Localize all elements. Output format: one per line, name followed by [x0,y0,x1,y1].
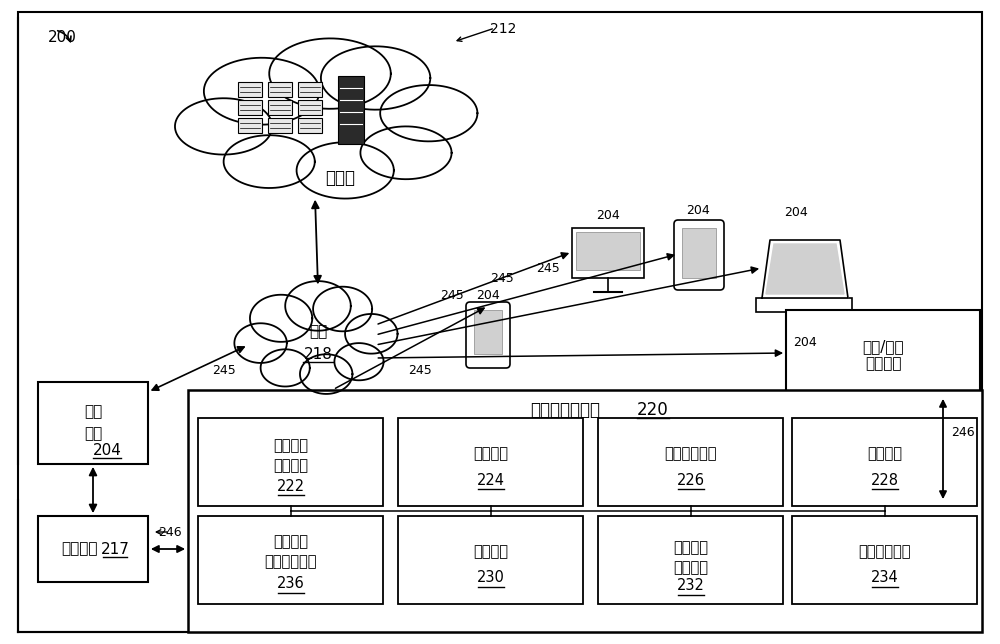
Text: 218: 218 [304,346,332,361]
FancyBboxPatch shape [674,220,724,290]
Text: 查询组件: 查询组件 [473,446,508,462]
Text: 204: 204 [784,205,808,218]
Text: 224: 224 [477,473,505,488]
Text: 230: 230 [477,571,504,585]
Bar [198,418,383,506]
Bar [786,310,980,396]
Polygon shape [285,281,351,331]
Bar [598,516,783,604]
Text: 治疗装置: 治疗装置 [673,540,708,556]
Bar [238,82,262,97]
Text: 应用程序: 应用程序 [61,542,97,556]
Bar [398,418,583,506]
Bar [792,418,977,506]
Polygon shape [269,39,391,109]
Text: 234: 234 [871,571,898,585]
Polygon shape [334,343,384,381]
Text: 220: 220 [637,401,669,419]
Text: 动脉瘤治疗模块: 动脉瘤治疗模块 [530,401,600,419]
Bar [268,118,292,133]
Bar [238,118,262,133]
Text: 204: 204 [686,204,710,216]
Text: 图像/测量
采集设备: 图像/测量 采集设备 [862,339,904,371]
Text: （以及分割）: （以及分割） [264,554,317,569]
Text: 245: 245 [536,261,560,274]
Polygon shape [204,58,319,125]
Polygon shape [321,46,430,109]
Bar [682,228,716,278]
Bar [474,310,502,354]
Bar [338,76,364,144]
Bar [268,82,292,97]
Text: 212: 212 [490,22,516,36]
Bar [756,298,852,312]
Text: 232: 232 [677,578,704,594]
Bar [268,100,292,115]
Bar [198,516,383,604]
Text: 神经网络组件: 神经网络组件 [664,446,717,462]
Bar [238,100,262,115]
Polygon shape [246,82,414,162]
Text: 网络: 网络 [309,325,327,339]
Polygon shape [313,287,372,331]
Polygon shape [224,135,315,188]
Text: 识别组件: 识别组件 [673,560,708,576]
Bar [38,516,148,582]
Polygon shape [234,323,287,363]
Bar [792,516,977,604]
Text: 接口组件: 接口组件 [273,459,308,473]
Text: 236: 236 [277,576,304,591]
Polygon shape [273,312,363,368]
Polygon shape [297,142,394,198]
Text: 204: 204 [596,209,620,222]
Text: 246: 246 [158,526,182,538]
Bar [38,382,148,464]
FancyBboxPatch shape [466,302,510,368]
Text: 分割组件: 分割组件 [473,544,508,560]
Text: 结果预测组件: 结果预测组件 [858,544,911,560]
Bar [398,516,583,604]
Bar [188,390,982,632]
Text: 217: 217 [101,542,129,556]
Text: 设备: 设备 [84,426,102,442]
Text: 训练组件: 训练组件 [867,446,902,462]
Polygon shape [345,314,398,354]
Polygon shape [766,244,844,294]
Text: 228: 228 [870,473,898,488]
Text: 识别组件: 识别组件 [273,535,308,549]
Text: 245: 245 [490,272,514,285]
Text: 200: 200 [48,30,77,45]
Text: 245: 245 [212,363,236,377]
Bar [598,418,783,506]
Text: 245: 245 [408,363,432,377]
Text: 服务器: 服务器 [325,169,355,187]
Polygon shape [300,354,352,394]
Polygon shape [250,295,312,342]
Bar [298,82,322,97]
Bar [576,232,640,270]
Text: 用户数据: 用户数据 [273,439,308,453]
Text: 204: 204 [476,289,500,301]
Text: 246: 246 [951,426,975,439]
Text: 204: 204 [93,442,121,457]
Polygon shape [360,126,452,179]
Polygon shape [261,349,310,386]
Text: 204: 204 [793,336,817,349]
Text: 222: 222 [276,478,305,493]
Text: 226: 226 [676,473,704,488]
Polygon shape [380,85,477,141]
Bar [298,100,322,115]
Bar [298,118,322,133]
Polygon shape [762,240,848,298]
Bar [572,228,644,278]
Polygon shape [175,99,272,155]
Text: 245: 245 [440,289,464,301]
Text: 用户: 用户 [84,404,102,419]
